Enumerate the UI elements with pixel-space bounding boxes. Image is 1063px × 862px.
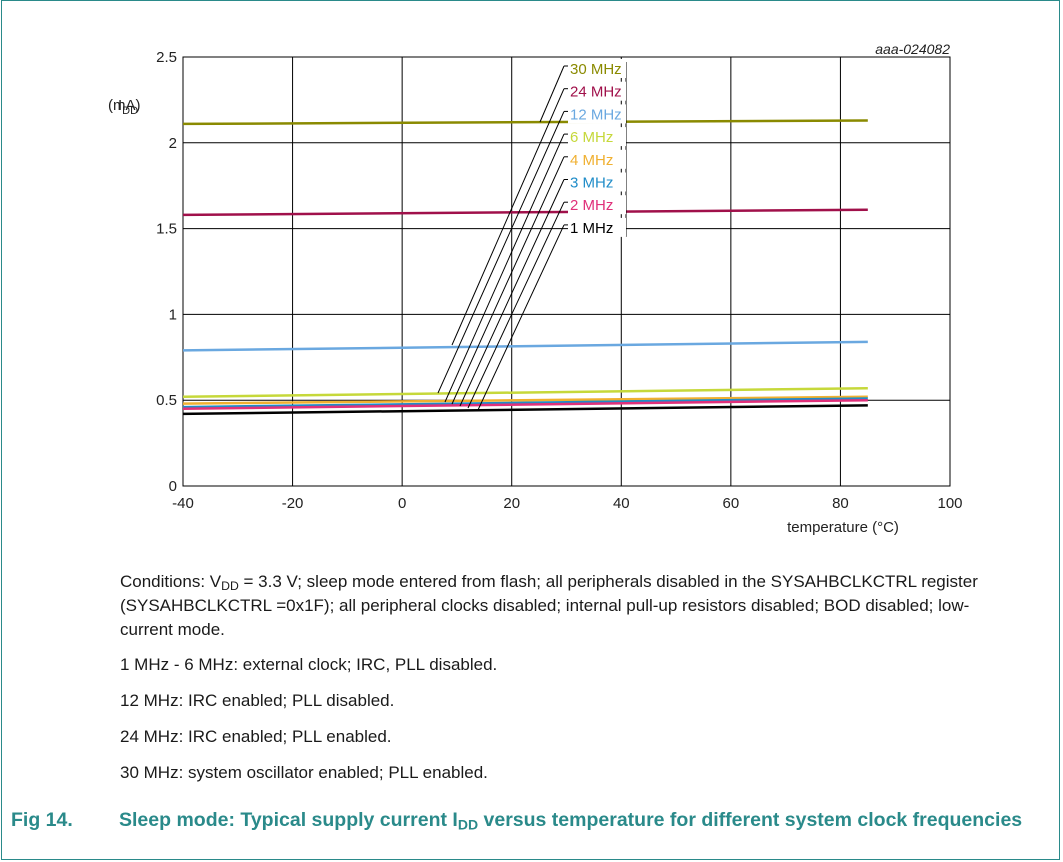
legend-label-4-mhz: 4 MHz: [570, 152, 613, 169]
y-tick-label: 2: [169, 135, 177, 152]
x-tick-label: 20: [503, 495, 520, 512]
conditions-line-1-post: = 3.3 V; sleep mode entered from flash; …: [120, 572, 978, 639]
figure-title-post: versus temperature for different system …: [478, 809, 1022, 831]
y-axis-unit: (mA): [108, 97, 141, 114]
x-tick-label: -20: [282, 495, 304, 512]
x-tick-label: 0: [398, 495, 406, 512]
figure-caption: Fig 14. Sleep mode: Typical supply curre…: [11, 808, 1051, 832]
y-tick-label: 0: [169, 478, 177, 495]
legend-leader-line: [438, 111, 564, 393]
legend-leader-line: [452, 157, 564, 404]
conditions-line-4: 24 MHz: IRC enabled; PLL enabled.: [120, 725, 1020, 749]
figure-title: Sleep mode: Typical supply current IDD v…: [119, 808, 1039, 832]
legend-label-30-mhz: 30 MHz: [570, 61, 622, 78]
legend-leader-line: [540, 66, 564, 122]
x-tick-label: 60: [723, 495, 740, 512]
series-line-12-mhz: [183, 342, 868, 351]
legend-label-6-mhz: 6 MHz: [570, 129, 613, 146]
conditions-text: Conditions: VDD = 3.3 V; sleep mode ente…: [120, 570, 1020, 797]
legend-labels: 30 MHz 24 MHz 12 MHz 6 MHz 4 MHz 3 MHz 2 MHz 1 …: [568, 59, 626, 237]
conditions-line-1-sub: DD: [221, 579, 239, 593]
figure-number: Fig 14.: [11, 808, 121, 832]
conditions-line-1: Conditions: VDD = 3.3 V; sleep mode ente…: [120, 570, 1020, 642]
conditions-line-5: 30 MHz: system oscillator enabled; PLL e…: [120, 761, 1020, 785]
x-tick-label: 100: [937, 495, 962, 512]
legend-label-12-mhz: 12 MHz: [570, 106, 622, 123]
chart: 30 MHz 24 MHz 12 MHz 6 MHz 4 MHz 3 MHz 2 MHz 1 …: [0, 0, 1063, 560]
y-tick-label: 2.5: [156, 49, 177, 66]
series-line-24-mhz: [183, 210, 868, 215]
conditions-line-3: 12 MHz: IRC enabled; PLL disabled.: [120, 689, 1020, 713]
figure-code: aaa-024082: [875, 41, 950, 57]
figure-title-sub: DD: [458, 817, 478, 833]
x-tick-label: 80: [832, 495, 849, 512]
series-line-30-mhz: [183, 120, 868, 123]
series-line-6-mhz: [183, 388, 868, 397]
axis-ticks: -40 -20 0 20 40 60 80 100 0 0.5 1 1.5 2 2.5: [156, 49, 962, 512]
legend-label-24-mhz: 24 MHz: [570, 84, 622, 101]
x-tick-label: -40: [172, 495, 194, 512]
y-tick-label: 1: [169, 306, 177, 323]
legend-leader-line: [468, 202, 564, 408]
legend-leader-line: [445, 134, 564, 402]
conditions-line-2: 1 MHz - 6 MHz: external clock; IRC, PLL …: [120, 653, 1020, 677]
conditions-line-1-pre: Conditions: V: [120, 572, 221, 591]
x-axis-label: temperature (°C): [787, 519, 899, 536]
figure-title-pre: Sleep mode: Typical supply current I: [119, 809, 458, 831]
x-tick-label: 40: [613, 495, 630, 512]
legend-label-1-mhz: 1 MHz: [570, 220, 613, 237]
y-tick-label: 0.5: [156, 392, 177, 409]
chart-series: [183, 120, 868, 413]
legend-label-3-mhz: 3 MHz: [570, 175, 613, 192]
legend-label-2-mhz: 2 MHz: [570, 197, 613, 214]
y-tick-label: 1.5: [156, 221, 177, 238]
